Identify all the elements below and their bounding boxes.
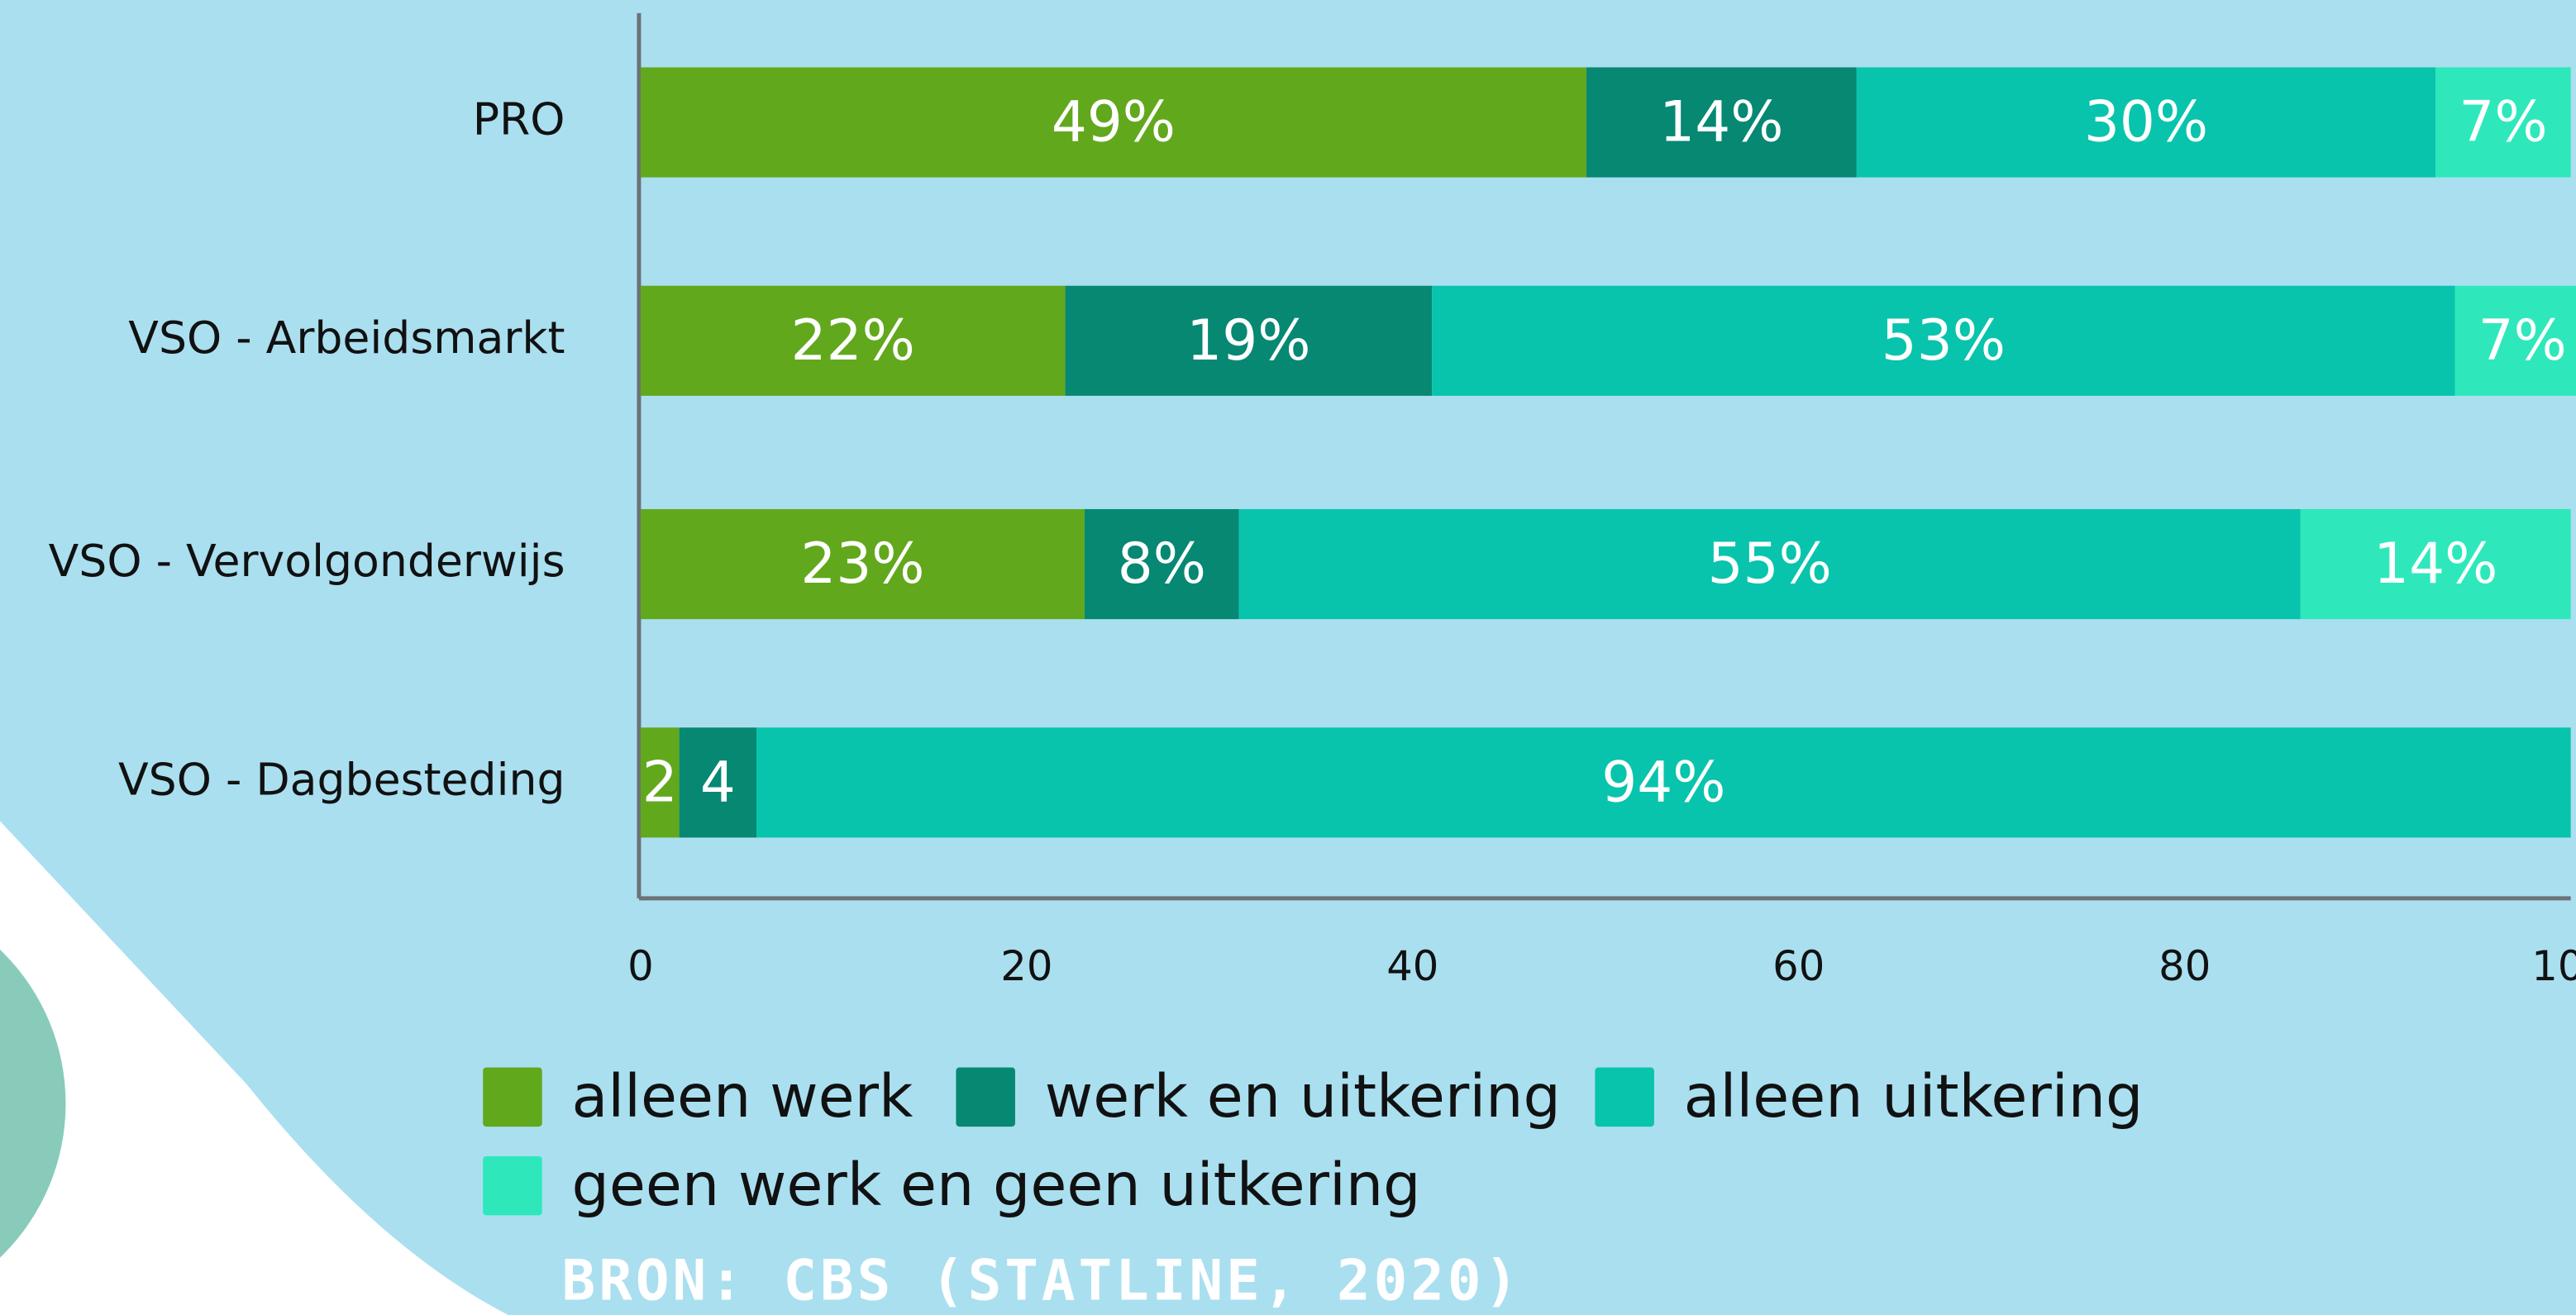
- value-label: 7%: [2478, 307, 2567, 373]
- legend-swatch: [483, 1068, 542, 1127]
- legend-swatch: [956, 1068, 1015, 1127]
- legend-swatch: [1595, 1068, 1654, 1127]
- x-tick-label: 40: [1386, 942, 1438, 990]
- y-tick-label: VSO - Arbeidsmarkt: [128, 312, 565, 364]
- value-label: 55%: [1708, 531, 1832, 596]
- chart: BRON: CBS (STATLINE, 2020) 0 20 40 60 80 100 P…: [0, 0, 2576, 1315]
- legend-label: geen werk en geen uitkering: [571, 1151, 1420, 1219]
- value-label: 49%: [1052, 89, 1176, 155]
- legend-swatch: [483, 1156, 542, 1216]
- value-label: 30%: [2084, 89, 2208, 155]
- value-label: 23%: [800, 531, 924, 596]
- value-label: 8%: [1118, 531, 1206, 596]
- value-label: 53%: [1882, 307, 2006, 373]
- legend-label: alleen werk: [571, 1062, 914, 1131]
- x-tick-label: 100: [2531, 942, 2576, 990]
- source: BRON: CBS (STATLINE, 2020): [562, 1247, 1522, 1313]
- x-tick-label: 60: [1772, 942, 1825, 990]
- legend-label: werk en uitkering: [1045, 1062, 1561, 1131]
- value-label: 94%: [1601, 749, 1725, 814]
- y-tick-label: VSO - Dagbesteding: [118, 753, 565, 805]
- value-label: 14%: [2373, 531, 2497, 596]
- x-tick-label: 0: [627, 942, 654, 990]
- value-label: 4: [700, 749, 736, 814]
- legend-label: alleen uitkering: [1684, 1062, 2144, 1131]
- value-label: 19%: [1186, 307, 1310, 373]
- y-tick-label: PRO: [473, 93, 565, 145]
- value-label: 7%: [2459, 89, 2547, 155]
- value-label: 2: [642, 749, 678, 814]
- x-tick-label: 20: [1000, 942, 1052, 990]
- y-tick-label: VSO - Vervolgonderwijs: [49, 535, 565, 587]
- x-tick-label: 80: [2159, 942, 2211, 990]
- value-label: 14%: [1659, 89, 1783, 155]
- chart-area: BRON: CBS (STATLINE, 2020) 0 20 40 60 80 100 P…: [0, 13, 2576, 1315]
- value-label: 22%: [791, 307, 915, 373]
- decor-shape: [0, 822, 509, 1315]
